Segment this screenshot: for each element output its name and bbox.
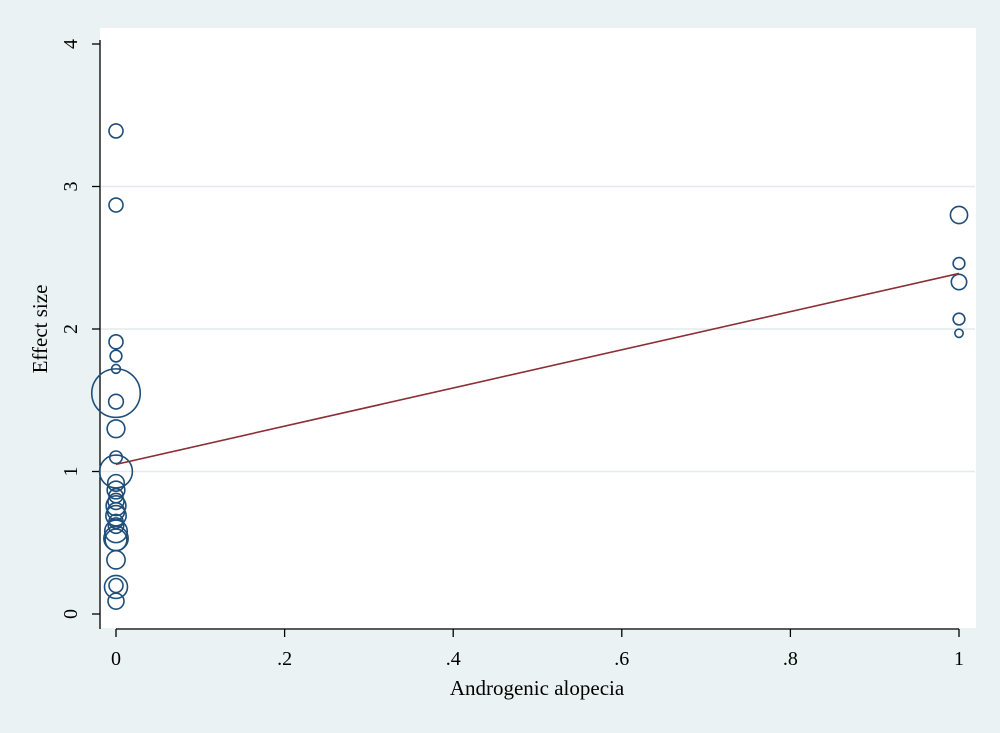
y-tick-label: 2 <box>60 324 82 334</box>
x-tick-label: .6 <box>614 648 629 670</box>
data-point <box>952 312 966 326</box>
data-point <box>108 487 124 504</box>
x-axis-ticks: 0 .2 .4 .6 .8 1 <box>111 629 964 670</box>
data-point <box>90 368 142 419</box>
data-point <box>105 495 127 517</box>
y-tick-label: 0 <box>60 609 82 619</box>
data-point <box>107 393 125 410</box>
data-point <box>109 349 123 363</box>
data-point <box>954 328 964 339</box>
data-point <box>107 517 125 535</box>
data-point <box>107 492 125 511</box>
plot-area <box>100 28 976 628</box>
data-point <box>106 419 126 439</box>
y-tick-label: 3 <box>60 182 82 192</box>
x-axis-title: Androgenic alopecia <box>450 676 625 700</box>
y-axis-title: Effect size <box>28 285 52 374</box>
data-point <box>108 577 124 594</box>
data-point <box>108 513 124 530</box>
data-point <box>106 480 126 500</box>
x-tick-label: 1 <box>954 648 964 670</box>
data-point <box>108 450 124 465</box>
data-point <box>952 256 966 271</box>
y-tick-label: 1 <box>60 467 82 477</box>
data-point <box>103 574 129 600</box>
data-point <box>106 473 126 492</box>
x-tick-label: 0 <box>111 648 121 670</box>
regression-line <box>115 272 960 466</box>
y-tick-label: 4 <box>60 39 82 49</box>
data-point <box>108 123 124 139</box>
x-tick-label: .8 <box>783 648 798 670</box>
regression-line-group <box>115 272 960 466</box>
bubble-markers <box>90 123 969 610</box>
data-point <box>108 197 124 213</box>
x-tick-label: .4 <box>446 648 461 670</box>
data-point <box>105 504 127 527</box>
data-point <box>108 334 124 350</box>
data-point <box>949 205 969 225</box>
data-point <box>110 363 122 375</box>
x-tick-label: .2 <box>277 648 292 670</box>
data-point <box>106 549 126 570</box>
y-axis-ticks: 0 1 2 3 4 <box>60 39 100 619</box>
data-point <box>950 273 968 291</box>
gridlines <box>101 185 975 473</box>
data-point <box>98 454 134 489</box>
